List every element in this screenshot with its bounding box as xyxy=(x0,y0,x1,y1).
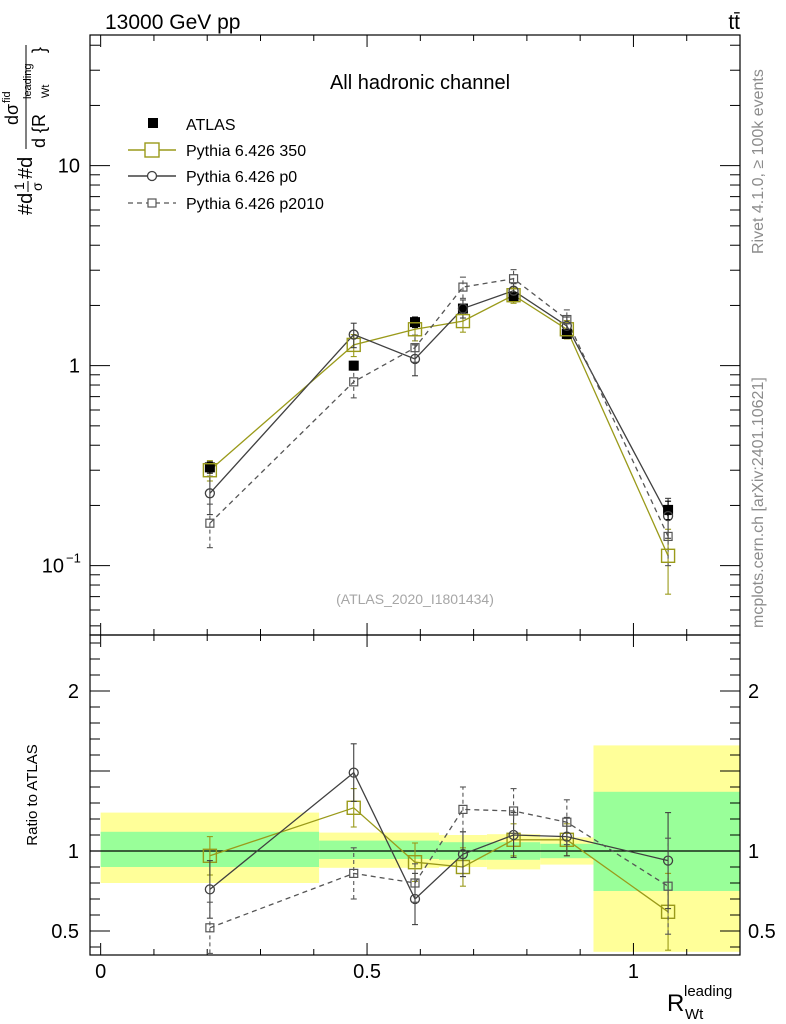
atlas-point xyxy=(663,504,674,515)
ratio-series-1-point xyxy=(457,849,469,860)
ratio-y-tick-label: 2 xyxy=(68,681,79,703)
ylabel-frac1-num: 1 xyxy=(11,182,27,190)
main-series-layer xyxy=(202,269,676,595)
series-2-point xyxy=(205,518,215,528)
series-1-point xyxy=(508,285,519,296)
ratio-series-2-point xyxy=(458,804,468,815)
series-2-point xyxy=(349,377,359,387)
series-1-point xyxy=(561,320,572,332)
ratio-y-tick-label-right: 0.5 xyxy=(748,921,776,943)
legend-item-pythia-p2010: Pythia 6.426 p2010 xyxy=(128,196,324,213)
series-2-line xyxy=(209,278,669,537)
ratio-ylabel: Ratio to ATLAS xyxy=(24,744,41,845)
ratio-y-tick-label-right: 1 xyxy=(748,841,759,863)
ylabel-frac2-den: d {R xyxy=(29,114,49,148)
ylabel-frac2-num-sup: fid xyxy=(1,91,13,103)
ratio-series-layer xyxy=(202,743,676,954)
ratio-y-tick-label-right: 2 xyxy=(748,681,759,703)
series-0-point xyxy=(202,463,218,478)
header-left-label: 13000 GeV pp xyxy=(105,11,240,34)
ratio-series-2-point xyxy=(508,806,519,816)
ratio-series-2-point xyxy=(349,868,359,879)
x-tick-labels: 0 0.5 1 xyxy=(95,961,639,983)
x-axis-label: R leading Wt xyxy=(667,983,732,1023)
legend-item-pythia-350: Pythia 6.426 350 xyxy=(128,142,306,160)
series-1-point xyxy=(662,510,674,522)
y-tick-label: 10 xyxy=(58,156,80,178)
x-tick-label: 0.5 xyxy=(353,961,381,983)
ratio-band-green xyxy=(593,791,740,891)
y-tick-label: 1 xyxy=(69,356,80,378)
chart-title: All hadronic channel xyxy=(330,72,510,94)
ylabel-suffix: } xyxy=(29,47,49,53)
series-2-point xyxy=(508,274,519,284)
series-0-point xyxy=(506,288,521,303)
atlas-point xyxy=(561,328,572,339)
legend: ATLAS Pythia 6.426 350 Pythia 6.426 p0 P… xyxy=(128,117,324,213)
ratio-y-tick-label: 1 xyxy=(68,841,79,863)
ratio-series-2-point xyxy=(205,923,215,933)
rivet-label: Rivet 4.1.0, ≥ 100k events xyxy=(750,69,767,254)
ratio-series-1-point xyxy=(204,884,216,895)
legend-marker-pythia-p2010 xyxy=(147,198,157,208)
series-2-point xyxy=(562,314,572,325)
series-2-point xyxy=(410,343,420,353)
ylabel-mid: #d xyxy=(15,157,37,179)
series-2-point xyxy=(458,282,468,292)
series-1-point xyxy=(409,353,421,365)
atlas-point xyxy=(204,462,215,473)
series-1-point xyxy=(348,329,359,340)
y-tick-label-sup: −1 xyxy=(66,551,81,566)
ratio-series-2-point xyxy=(663,881,673,891)
ratio-series-2-point xyxy=(410,878,420,888)
svg-text:#d: #d xyxy=(15,193,37,215)
y-tick-label: 10 xyxy=(42,556,64,578)
series-2-point xyxy=(663,531,673,542)
ratio-tick-layer: 0.5 0.5 1 1 2 2 xyxy=(51,635,776,955)
ylabel-frac2-den-sub: Wt xyxy=(40,85,52,98)
analysis-watermark: (ATLAS_2020_I1801434) xyxy=(336,591,494,607)
ratio-panel: 0.5 0.5 1 1 2 2 Ratio to ATLAS xyxy=(24,634,776,956)
legend-item-pythia-p0: Pythia 6.426 p0 xyxy=(128,169,297,186)
ratio-band-green xyxy=(319,840,439,859)
legend-label-pythia-p2010: Pythia 6.426 p2010 xyxy=(186,196,324,213)
legend-label-pythia-350: Pythia 6.426 350 xyxy=(186,143,306,160)
ylabel-frac2-num: dσ xyxy=(2,104,22,125)
atlas-point xyxy=(457,303,468,314)
series-0-point xyxy=(407,322,423,337)
atlas-point xyxy=(508,292,519,303)
x-tick-label: 0 xyxy=(95,961,106,983)
xlabel-sub: Wt xyxy=(685,1006,704,1023)
main-ylabel: #d 1 σ #d dσ fid d {R leading Wt } xyxy=(1,45,52,215)
legend-marker-pythia-p0 xyxy=(146,170,158,182)
ratio-frame xyxy=(89,634,741,956)
series-1-point xyxy=(457,303,469,314)
xlabel-sup: leading xyxy=(684,983,732,1000)
ratio-y-tick-label: 0.5 xyxy=(51,921,79,943)
mcplots-label: mcplots.cern.ch [arXiv:2401.10621] xyxy=(750,377,767,628)
ratio-series-1-point xyxy=(348,767,359,778)
series-1-point xyxy=(204,488,216,499)
series-0-point xyxy=(346,337,361,353)
ylabel-frac2-den-sup: leading xyxy=(22,64,34,99)
ratio-series-2-point xyxy=(562,817,572,827)
atlas-point xyxy=(348,360,359,371)
header-right-label: tt̄ xyxy=(728,11,740,34)
xlabel-main: R xyxy=(667,990,684,1017)
series-0-point xyxy=(660,548,676,563)
x-tick-label: 1 xyxy=(628,961,639,983)
legend-marker-atlas xyxy=(148,118,158,128)
legend-label-atlas: ATLAS xyxy=(186,117,236,134)
legend-label-pythia-p0: Pythia 6.426 p0 xyxy=(186,169,297,186)
ratio-series-0-point xyxy=(407,855,423,870)
ylabel-prefix: #d xyxy=(15,193,37,215)
ylabel-frac1-den: σ xyxy=(29,182,45,191)
legend-item-atlas: ATLAS xyxy=(148,117,236,134)
series-0-point xyxy=(559,322,575,337)
series-0-point xyxy=(455,313,471,329)
legend-marker-pythia-350 xyxy=(144,142,160,158)
